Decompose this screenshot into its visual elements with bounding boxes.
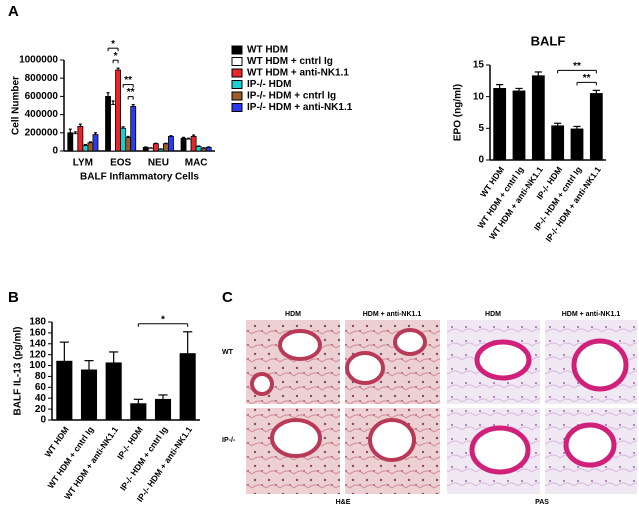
column-label: HDM + anti-NK1.1 <box>562 311 621 318</box>
row-label: WT <box>222 349 234 356</box>
bar <box>180 137 187 152</box>
bar <box>110 104 116 152</box>
bar <box>92 134 99 152</box>
airways <box>469 338 629 475</box>
column-label: HDM + anti-NK1.1 <box>363 311 422 318</box>
bar <box>493 88 507 161</box>
bar <box>80 369 98 421</box>
legend-swatch <box>231 80 243 89</box>
y-tick-label: 600000 <box>25 91 59 102</box>
legend-swatch <box>231 68 243 78</box>
y-tick-label: 0 <box>40 415 46 426</box>
histology: HDM HDM + anti-NK1.1 HDM HDM + anti-NK1.… <box>222 311 637 506</box>
bar <box>163 143 169 152</box>
bar <box>72 133 79 152</box>
legend-label: WT HDM + cntrl Ig <box>247 56 333 67</box>
bar <box>130 403 147 421</box>
chart-title: BALF <box>531 33 566 48</box>
y-tick-label: 20 <box>35 404 47 415</box>
bar <box>531 75 545 161</box>
y-axis-label: BALF IL-13 (pg/ml) <box>13 327 24 416</box>
bar <box>82 145 89 152</box>
y-tick-label: 5 <box>478 123 484 134</box>
column-label: HDM <box>285 311 301 318</box>
significance-label: ** <box>127 87 135 98</box>
significance-label: ** <box>573 61 581 72</box>
panel-label: C <box>222 289 233 306</box>
y-tick-label: 140 <box>29 338 46 349</box>
x-tick-label: NEU <box>148 158 169 169</box>
legend-label: IP-/- HDM + cntrl Ig <box>247 91 336 102</box>
bar <box>205 146 212 152</box>
y-tick-label: 0 <box>52 146 58 157</box>
y-tick-label: 400000 <box>25 109 59 120</box>
significance-label: ** <box>583 73 591 84</box>
y-tick-label: 10 <box>473 91 485 102</box>
bar <box>200 147 207 152</box>
panel-label: B <box>8 289 19 306</box>
bar <box>179 353 196 421</box>
bar <box>185 138 192 152</box>
bar <box>152 143 159 152</box>
y-tick-label: 0 <box>478 155 484 166</box>
airways <box>250 328 427 462</box>
bar <box>130 106 137 152</box>
bar <box>105 96 111 152</box>
stain-label: PAS <box>535 499 549 506</box>
y-tick-label: 200000 <box>25 127 59 138</box>
bar <box>77 126 84 152</box>
legend-swatch <box>231 45 243 55</box>
row-label: IP-/- <box>222 437 236 444</box>
bar <box>551 125 565 161</box>
y-tick-label: 80 <box>35 371 47 382</box>
bar <box>87 142 94 152</box>
y-tick-label: 180 <box>29 317 46 328</box>
legend-label: IP-/- HDM <box>247 79 291 90</box>
bar <box>570 128 584 161</box>
significance-label: * <box>114 51 118 62</box>
y-tick-label: 15 <box>473 60 485 71</box>
legend-swatch <box>231 57 243 66</box>
bar <box>142 146 149 152</box>
legend-label: IP-/- HDM + anti-NK1.1 <box>247 102 353 113</box>
y-tick-label: 40 <box>35 393 47 404</box>
bar <box>147 147 154 152</box>
bar <box>190 136 197 152</box>
bar <box>195 146 202 152</box>
y-tick-label: 60 <box>35 382 47 393</box>
x-axis-label: BALF Inflammatory Cells <box>80 172 199 183</box>
bar <box>56 360 73 421</box>
bar <box>157 148 164 152</box>
y-axis-label: EPO (ng/ml) <box>453 84 464 141</box>
bar <box>168 136 174 152</box>
legend-swatch <box>231 91 243 101</box>
legend-label: WT HDM + anti-NK1.1 <box>247 68 349 79</box>
bar <box>512 90 526 161</box>
stain-label: H&E <box>336 499 351 506</box>
bar <box>154 398 172 421</box>
bar <box>589 93 603 161</box>
significance-label: ** <box>124 75 132 86</box>
significance-label: * <box>161 314 165 325</box>
y-tick-label: 1000000 <box>19 55 58 66</box>
bar <box>125 136 132 152</box>
legend-label: WT HDM <box>247 45 288 56</box>
y-axis-label: Cell Number <box>11 76 22 135</box>
panel-label: A <box>8 3 19 20</box>
bar <box>105 362 122 421</box>
bar <box>120 127 127 152</box>
legend-swatch <box>231 103 243 112</box>
x-tick-label: LYM <box>73 158 93 169</box>
y-tick-label: 100 <box>29 360 46 371</box>
x-tick-label: MAC <box>185 158 208 169</box>
y-tick-label: 120 <box>29 349 46 360</box>
significance-label: * <box>111 39 115 50</box>
x-tick-label: EOS <box>110 158 131 169</box>
bar <box>67 132 74 152</box>
y-tick-label: 160 <box>29 328 46 339</box>
bar <box>115 69 122 152</box>
column-label: HDM <box>485 311 501 318</box>
y-tick-label: 800000 <box>25 73 59 84</box>
